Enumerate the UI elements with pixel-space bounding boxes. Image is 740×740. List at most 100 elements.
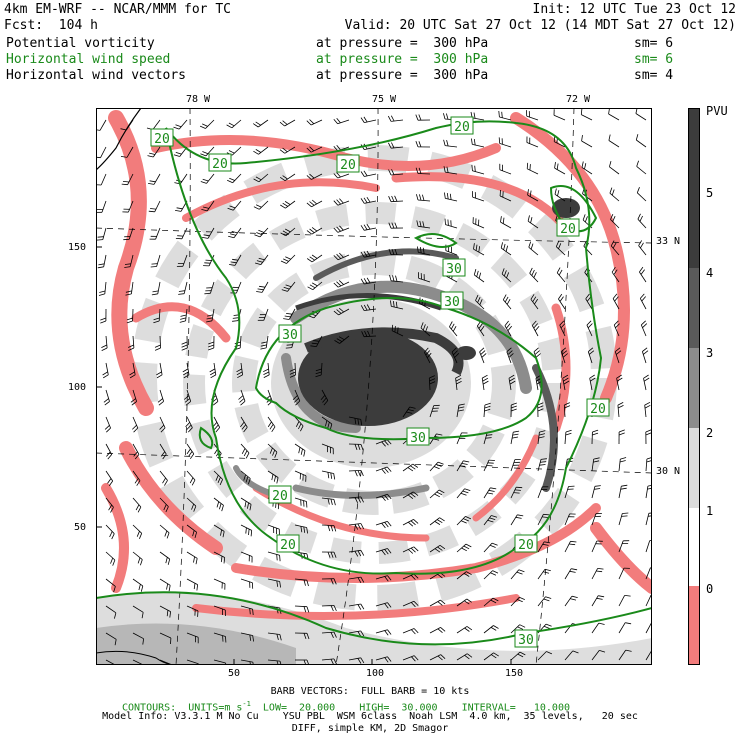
wind-barb-flag bbox=[191, 479, 196, 486]
wind-barb-flag bbox=[253, 206, 260, 210]
wind-barb-flag bbox=[285, 347, 292, 349]
wind-barb-flag bbox=[360, 278, 365, 285]
wind-barb-flag bbox=[390, 300, 392, 307]
wind-barb bbox=[608, 113, 620, 121]
wind-barb bbox=[510, 651, 521, 661]
wind-barb-flag bbox=[570, 540, 577, 543]
wind-barb-flag bbox=[153, 317, 160, 321]
wind-barb bbox=[445, 171, 458, 175]
wind-barb-flag bbox=[244, 501, 247, 508]
wind-barb-flag bbox=[309, 173, 315, 179]
wind-barb-flag bbox=[357, 444, 361, 451]
wind-barb-flag bbox=[558, 269, 563, 276]
wind-barb-flag bbox=[178, 290, 185, 292]
wind-barb bbox=[159, 443, 167, 455]
wind-barb bbox=[232, 173, 242, 183]
wind-barb-flag bbox=[557, 190, 560, 197]
wind-barb-flag bbox=[406, 411, 413, 414]
wind-barb bbox=[586, 324, 593, 337]
wind-barb bbox=[429, 599, 441, 607]
wind-barb-flag bbox=[168, 585, 171, 592]
wind-barb-flag bbox=[501, 268, 505, 275]
wind-barb-flag bbox=[209, 368, 216, 373]
colorbar-seg-5 bbox=[688, 108, 700, 268]
y-tick-150: 150 bbox=[68, 242, 87, 253]
wind-barb-flag bbox=[637, 213, 641, 220]
wind-barb-flag bbox=[147, 155, 154, 158]
wind-barb bbox=[402, 463, 414, 472]
wind-barb-flag bbox=[320, 395, 326, 401]
wind-barb-flag bbox=[384, 494, 389, 501]
wind-barb-flag bbox=[643, 377, 650, 382]
wind-barb bbox=[375, 629, 388, 634]
wind-barb-flag bbox=[393, 301, 395, 308]
wind-barb bbox=[402, 491, 414, 499]
wind-barb-flag bbox=[588, 350, 595, 355]
wind-barb-flag bbox=[407, 409, 414, 412]
wind-barb-flag bbox=[639, 266, 644, 273]
wind-barb bbox=[531, 325, 539, 337]
wind-barb-flag bbox=[411, 602, 416, 608]
wind-barb bbox=[186, 659, 199, 665]
wind-barb-flag bbox=[360, 171, 365, 177]
field-pressure-pv: at pressure = 300 hPa bbox=[316, 36, 489, 51]
wind-barb-flag bbox=[519, 651, 526, 656]
wind-barb bbox=[589, 378, 593, 391]
wind-barb-flag bbox=[447, 219, 449, 226]
wind-barb-flag bbox=[559, 296, 564, 302]
wind-barb-flag bbox=[279, 555, 281, 562]
wind-barb-flag bbox=[644, 401, 651, 406]
wind-barb bbox=[375, 656, 388, 661]
wind-barb bbox=[645, 567, 651, 580]
wind-barb-flag bbox=[219, 479, 223, 486]
wind-barb-flag bbox=[530, 243, 534, 250]
wind-barb-flag bbox=[162, 453, 167, 460]
contour-label-text: 20 bbox=[272, 489, 288, 504]
wind-barb-flag bbox=[193, 505, 197, 512]
wind-barb-flag bbox=[484, 405, 491, 409]
wind-barb bbox=[483, 652, 494, 661]
wind-barb-flag bbox=[645, 429, 652, 433]
wind-barb-flag bbox=[354, 497, 358, 503]
wind-barb bbox=[429, 544, 441, 553]
contour-label: 30 bbox=[514, 629, 538, 648]
wind-barb-flag bbox=[437, 573, 443, 579]
wind-barb bbox=[258, 173, 269, 183]
wind-barb-flag bbox=[429, 375, 435, 379]
wind-barb bbox=[159, 578, 171, 586]
wind-barb-flag bbox=[466, 598, 472, 603]
wind-barb-flag bbox=[517, 599, 523, 603]
wind-barb-flag bbox=[333, 173, 339, 179]
wind-barb-flag bbox=[571, 595, 578, 598]
wind-barb-flag bbox=[227, 207, 234, 211]
wind-barb-flag bbox=[434, 521, 441, 525]
wind-barb-flag bbox=[241, 448, 246, 454]
wind-barb bbox=[240, 551, 253, 557]
wind-barb bbox=[321, 497, 334, 500]
wind-barb-flag bbox=[280, 260, 287, 264]
wind-barb bbox=[261, 281, 269, 293]
wind-barb-flag bbox=[363, 224, 368, 231]
wind-barb-flag bbox=[508, 374, 515, 379]
wind-barb bbox=[132, 497, 142, 508]
wind-barb bbox=[563, 404, 566, 418]
wind-barb-flag bbox=[217, 477, 221, 483]
wind-barb-flag bbox=[150, 208, 157, 210]
wind-barb-flag bbox=[236, 371, 243, 376]
wind-barb bbox=[128, 227, 134, 240]
contour-label: 20 bbox=[268, 485, 292, 504]
wind-barb-flag bbox=[228, 150, 235, 154]
wind-barb bbox=[127, 173, 134, 185]
wind-barb-flag bbox=[249, 608, 251, 615]
wind-barb bbox=[183, 281, 188, 294]
wind-barb-flag bbox=[612, 216, 616, 222]
wind-barb-flag bbox=[107, 454, 113, 460]
wind-barb-flag bbox=[309, 146, 315, 152]
wind-barb bbox=[537, 596, 546, 607]
contour-label-text: 20 bbox=[212, 157, 228, 172]
wind-barb bbox=[159, 389, 164, 402]
wind-barb-flag bbox=[97, 266, 104, 269]
wind-barb bbox=[564, 486, 569, 499]
wind-barb-flag bbox=[529, 190, 532, 197]
wind-barb-flag bbox=[437, 546, 443, 551]
